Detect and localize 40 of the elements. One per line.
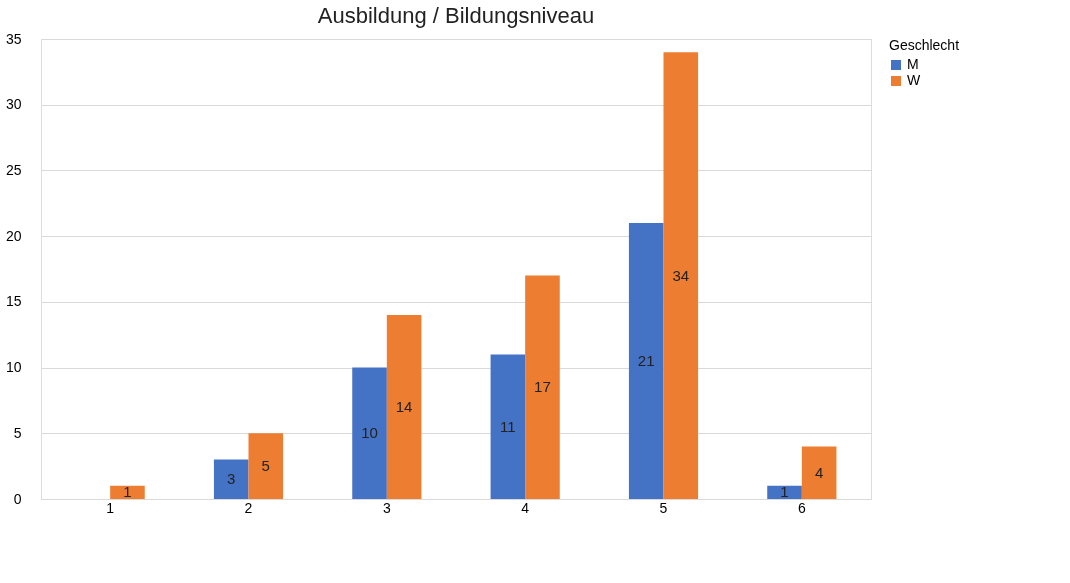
- data-label: 11: [500, 417, 516, 435]
- chart-title: Ausbildung / Bildungsniveau: [317, 3, 595, 28]
- legend-title: Geschlecht: [889, 37, 960, 53]
- data-label: 4: [814, 463, 824, 481]
- bar: [490, 354, 526, 499]
- x-tick-label: 4: [521, 499, 530, 516]
- bar: [801, 446, 837, 499]
- legend-label: W: [907, 72, 921, 88]
- y-tick-label: 30: [5, 96, 22, 113]
- x-tick-label: 3: [382, 499, 391, 516]
- bar: [663, 52, 699, 499]
- y-tick-label: 25: [5, 161, 22, 178]
- bar: [628, 223, 664, 499]
- bar: [352, 367, 387, 499]
- data-label: 5: [261, 457, 270, 475]
- y-tick-label: 0: [13, 490, 22, 507]
- legend-label: M: [907, 56, 919, 72]
- x-tick-label: 5: [659, 499, 668, 516]
- data-label: 3: [227, 470, 236, 488]
- y-tick-label: 15: [5, 293, 22, 310]
- y-tick-label: 20: [5, 227, 22, 244]
- y-tick-label: 10: [5, 359, 22, 376]
- data-label: 10: [361, 424, 378, 442]
- data-label: 21: [637, 352, 655, 369]
- y-tick-label: 5: [13, 424, 22, 441]
- data-label: 1: [123, 483, 132, 501]
- y-tick-label: 35: [5, 30, 22, 47]
- data-label: 1: [780, 483, 789, 501]
- x-tick-label: 6: [797, 499, 806, 516]
- data-label: 34: [672, 266, 690, 284]
- x-tick-label: 1: [106, 499, 115, 516]
- data-label: 17: [534, 378, 551, 396]
- bar: [110, 485, 145, 499]
- bar: [386, 315, 422, 499]
- bar: [248, 433, 284, 499]
- bar: [767, 485, 802, 499]
- bar: [213, 459, 249, 499]
- bar: [525, 275, 560, 499]
- data-label: 14: [395, 398, 413, 415]
- x-tick-label: 2: [244, 499, 253, 516]
